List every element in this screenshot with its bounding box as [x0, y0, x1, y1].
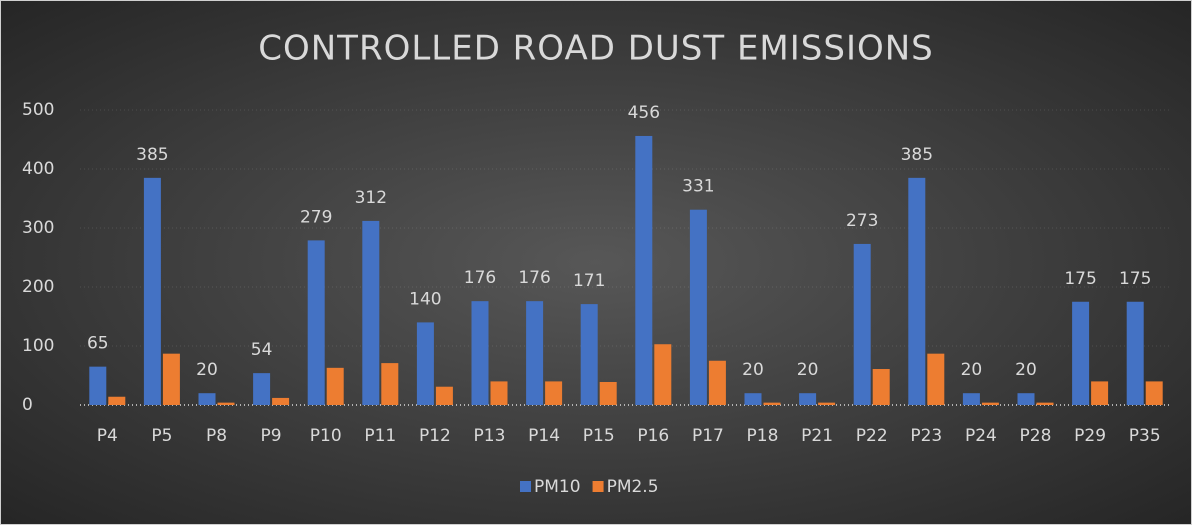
x-tick-label: P5 [151, 426, 172, 446]
data-label: 312 [355, 188, 387, 208]
bar [1145, 381, 1163, 405]
data-label: 176 [518, 268, 550, 288]
y-tick-label: 300 [22, 218, 54, 238]
x-tick-label: P10 [310, 426, 342, 446]
data-label: 20 [742, 360, 764, 380]
data-label: 140 [409, 289, 441, 309]
x-tick-label: P18 [747, 426, 779, 446]
bar [654, 344, 672, 405]
bar [326, 367, 344, 405]
x-tick-label: P35 [1129, 426, 1161, 446]
y-tick-label: 200 [22, 277, 54, 297]
x-tick-label: P23 [910, 426, 942, 446]
y-tick-label: 0 [22, 395, 33, 415]
y-tick-label: 100 [22, 336, 54, 356]
data-label: 279 [300, 207, 332, 227]
data-label: 385 [136, 145, 168, 165]
data-label: 273 [846, 211, 878, 231]
bar [763, 402, 781, 405]
x-tick-label: P4 [97, 426, 118, 446]
bar [307, 240, 325, 405]
data-label: 20 [961, 360, 983, 380]
bar [143, 177, 161, 405]
bar [108, 396, 126, 405]
x-tick-label: P11 [364, 426, 396, 446]
bar [689, 209, 707, 405]
legend-label: PM10 [534, 477, 581, 497]
bar [744, 393, 762, 405]
data-label: 171 [573, 271, 605, 291]
bar [818, 402, 836, 405]
bar [416, 322, 434, 405]
bar [708, 360, 726, 405]
bar [272, 397, 290, 405]
bar [217, 402, 235, 405]
bar [1091, 381, 1109, 405]
bar [872, 369, 890, 405]
data-label: 20 [196, 360, 218, 380]
bar [981, 402, 999, 405]
bar [89, 366, 107, 405]
bar [635, 135, 653, 405]
x-tick-label: P8 [206, 426, 227, 446]
x-tick-label: P12 [419, 426, 451, 446]
x-tick-label: P9 [261, 426, 282, 446]
data-label: 176 [464, 268, 496, 288]
x-tick-label: P13 [474, 426, 506, 446]
bar [1036, 402, 1054, 405]
bar [853, 243, 871, 405]
x-tick-label: P24 [965, 426, 997, 446]
x-tick-label: P15 [583, 426, 615, 446]
data-label: 456 [628, 103, 660, 123]
x-tick-label: P28 [1020, 426, 1052, 446]
bar [435, 386, 453, 405]
bar [198, 393, 216, 405]
x-tick-label: P22 [856, 426, 888, 446]
data-label: 331 [682, 177, 714, 197]
legend-swatch [592, 481, 604, 492]
bar [927, 353, 945, 405]
legend-label: PM2.5 [607, 477, 659, 497]
bar [599, 381, 617, 405]
data-label: 20 [797, 360, 819, 380]
data-label: 20 [1015, 360, 1037, 380]
bar [962, 393, 980, 405]
bar [1126, 301, 1144, 405]
bar [162, 353, 180, 405]
bar [526, 301, 544, 405]
bar [1017, 393, 1035, 405]
bar [908, 177, 926, 405]
legend-swatch [520, 481, 531, 492]
bar [253, 373, 271, 405]
bar [471, 301, 489, 405]
bar [545, 381, 563, 405]
data-label: 54 [251, 340, 273, 360]
y-tick-label: 400 [22, 159, 54, 179]
data-label: 65 [87, 334, 109, 354]
chart-title: CONTROLLED ROAD DUST EMISSIONS [258, 29, 934, 69]
x-tick-label: P21 [801, 426, 833, 446]
bar [490, 381, 508, 405]
bar [362, 220, 380, 405]
bar [1072, 301, 1090, 405]
data-label: 175 [1064, 269, 1096, 289]
bar [381, 363, 399, 405]
x-tick-label: P16 [637, 426, 669, 446]
bar [580, 304, 598, 405]
bar [799, 393, 817, 405]
x-tick-label: P14 [528, 426, 560, 446]
x-tick-label: P17 [692, 426, 724, 446]
data-label: 175 [1119, 269, 1151, 289]
x-tick-label: P29 [1074, 426, 1106, 446]
data-label: 385 [901, 145, 933, 165]
y-tick-label: 500 [22, 100, 54, 120]
